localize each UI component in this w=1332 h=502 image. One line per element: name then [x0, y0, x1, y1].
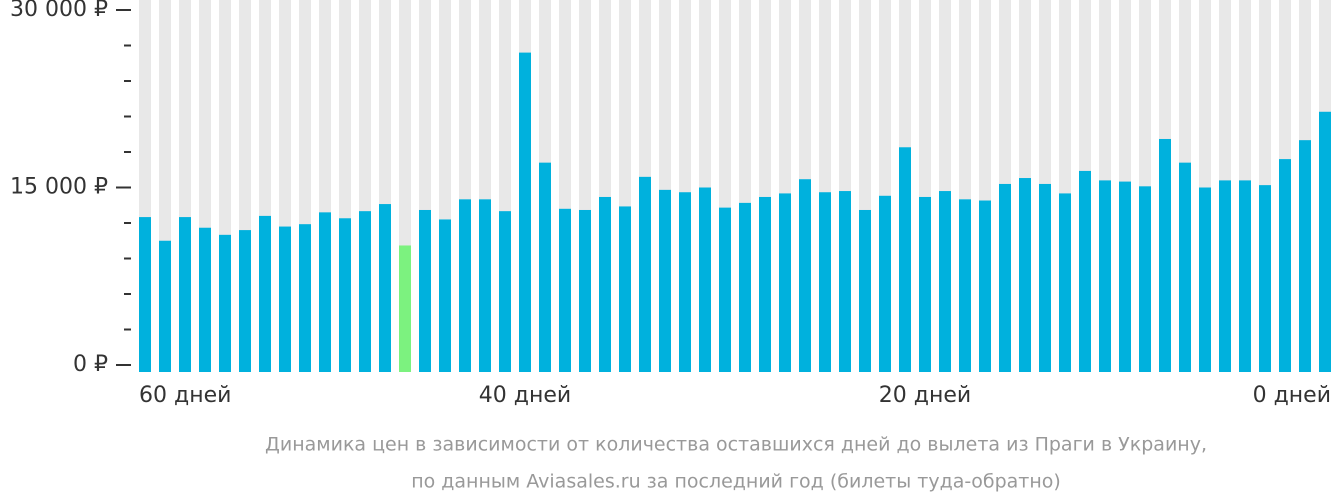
bar	[1159, 138, 1171, 372]
bar	[1079, 170, 1091, 372]
x-tick-label: 40 дней	[479, 383, 571, 408]
bar	[1239, 180, 1251, 372]
caption: по данным Aviasales.ru за последний год …	[411, 471, 1061, 493]
bar	[359, 211, 371, 372]
bar	[899, 147, 911, 372]
bar	[459, 199, 471, 372]
bar	[1179, 162, 1191, 372]
bar	[219, 234, 231, 372]
bar	[719, 207, 731, 372]
bar	[319, 212, 331, 372]
bar	[799, 179, 811, 372]
y-tick-label: 15 000 ₽	[10, 175, 108, 200]
bar	[259, 215, 271, 372]
bar	[1319, 111, 1331, 373]
bar	[939, 191, 951, 372]
bar	[879, 195, 891, 372]
bar	[599, 196, 611, 372]
x-tick-label: 0 дней	[1253, 383, 1331, 408]
bar	[299, 224, 311, 372]
bar	[399, 245, 411, 372]
bar	[999, 183, 1011, 372]
bar	[699, 187, 711, 372]
bar	[739, 202, 751, 372]
bar	[1219, 180, 1231, 372]
bar	[1299, 140, 1311, 372]
bar	[499, 211, 511, 372]
bar	[859, 209, 871, 372]
bar	[139, 217, 151, 372]
bar	[979, 200, 991, 372]
bar	[279, 226, 291, 372]
bar	[179, 217, 191, 372]
bar	[1259, 185, 1271, 372]
x-tick-label: 20 дней	[879, 383, 971, 408]
bar	[1119, 181, 1131, 372]
bar	[1059, 193, 1071, 372]
bar	[1199, 187, 1211, 372]
bar	[779, 193, 791, 372]
bar	[659, 189, 671, 372]
bar	[639, 176, 651, 372]
bar	[1099, 180, 1111, 372]
bar	[479, 199, 491, 372]
bar	[539, 162, 551, 372]
bar	[439, 219, 451, 372]
bar	[159, 240, 171, 372]
bar	[839, 191, 851, 372]
bar	[959, 199, 971, 372]
bar	[379, 204, 391, 372]
bar	[1139, 186, 1151, 372]
bar	[199, 227, 211, 372]
bar	[619, 206, 631, 372]
bar	[919, 196, 931, 372]
bar	[579, 209, 591, 372]
bar	[419, 209, 431, 372]
bar	[679, 192, 691, 372]
x-tick-label: 60 дней	[139, 383, 231, 408]
caption: Динамика цен в зависимости от количества…	[265, 434, 1207, 456]
bar	[759, 196, 771, 372]
y-tick-label: 30 000 ₽	[10, 0, 108, 22]
bar	[1019, 178, 1031, 372]
bar	[1279, 159, 1291, 372]
y-tick-label: 0 ₽	[73, 352, 108, 377]
bar	[519, 52, 531, 372]
bar	[1039, 183, 1051, 372]
bar	[239, 230, 251, 372]
bar	[559, 208, 571, 372]
bar	[819, 192, 831, 372]
bar	[339, 218, 351, 372]
